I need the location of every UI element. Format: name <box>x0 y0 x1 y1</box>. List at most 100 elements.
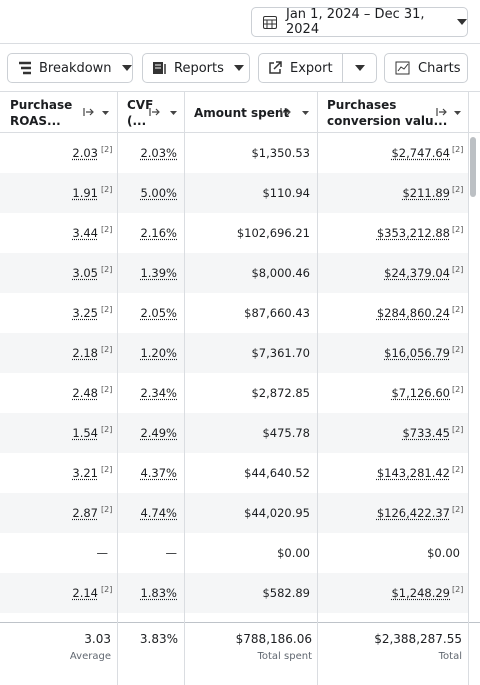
header-roas[interactable]: Purchase ROAS... <box>10 97 72 129</box>
roas-cell[interactable]: 3.25 <box>72 306 98 320</box>
roas-cell[interactable]: 3.05 <box>72 266 98 280</box>
amount-cell: $475.78 <box>262 426 310 440</box>
table-body: 2.03 [2] 2.03% $1,350.53 $2,747.64 [2] 1.91 [2]… <box>0 133 468 622</box>
footer-value-label: Total <box>438 651 462 662</box>
value-cell[interactable]: $353,212.88 <box>376 226 450 240</box>
roas-cell[interactable]: 2.03 <box>72 146 98 160</box>
table-footer <box>0 622 480 685</box>
value-cell[interactable]: $733.45 <box>402 426 450 440</box>
reports-label: Reports <box>174 60 224 76</box>
table-row <box>0 373 468 413</box>
value-cell[interactable]: $2,747.64 <box>391 146 450 160</box>
note-marker: [2] <box>452 265 464 274</box>
cvr-cell[interactable]: 4.37% <box>140 466 177 480</box>
roas-cell[interactable]: 3.21 <box>72 466 98 480</box>
note-marker: [2] <box>452 465 464 474</box>
roas-cell[interactable]: 1.91 <box>72 186 98 200</box>
value-cell[interactable]: $211.89 <box>402 186 450 200</box>
footer-roas: 3.03 <box>84 632 111 646</box>
note-marker: [2] <box>101 185 113 194</box>
cvr-cell[interactable]: 5.00% <box>140 186 177 200</box>
breakdown-button[interactable]: Breakdown <box>7 53 133 83</box>
cvr-cell[interactable]: 2.34% <box>140 386 177 400</box>
table-row <box>0 213 468 253</box>
table-row <box>0 293 468 333</box>
amount-cell: $8,000.46 <box>251 266 310 280</box>
amount-cell: $582.89 <box>262 586 310 600</box>
cvr-cell[interactable]: 2.49% <box>140 426 177 440</box>
footer-amount: $788,186.06 <box>235 632 312 646</box>
footer-value: $2,388,287.55 <box>374 632 462 646</box>
column-divider <box>184 92 185 685</box>
amount-cell: $44,020.95 <box>244 506 310 520</box>
scrollbar[interactable] <box>470 137 476 197</box>
cvr-cell[interactable]: 1.39% <box>140 266 177 280</box>
amount-cell: $87,660.43 <box>244 306 310 320</box>
note-marker: [2] <box>452 425 464 434</box>
cvr-cell[interactable]: 2.16% <box>140 226 177 240</box>
column-divider <box>317 92 318 685</box>
reports-button[interactable]: Reports <box>142 53 250 83</box>
roas-cell[interactable]: 1.54 <box>72 426 98 440</box>
header-bottom <box>0 132 480 133</box>
note-marker: [2] <box>101 305 113 314</box>
roas-cell[interactable]: 2.14 <box>72 586 98 600</box>
cvr-cell[interactable]: 4.74% <box>140 506 177 520</box>
breakdown-label: Breakdown <box>39 60 112 76</box>
cvr-cell[interactable]: 1.83% <box>140 586 177 600</box>
value-cell[interactable]: $7,126.60 <box>391 386 450 400</box>
header-value[interactable]: Purchases conversion valu... <box>327 97 447 129</box>
roas-cell[interactable]: 3.44 <box>72 226 98 240</box>
cvr-cell[interactable]: 2.03% <box>140 146 177 160</box>
note-marker: [2] <box>452 305 464 314</box>
roas-cell[interactable]: 2.87 <box>72 506 98 520</box>
table-row <box>0 133 468 173</box>
export-button[interactable]: Export <box>258 53 377 83</box>
note-marker: [2] <box>452 505 464 514</box>
note-marker: [2] <box>101 505 113 514</box>
note-marker: [2] <box>101 225 113 234</box>
note-marker: [2] <box>452 145 464 154</box>
amount-cell: $7,361.70 <box>251 346 310 360</box>
date-range-button[interactable]: Jan 1, 2024 – Dec 31, 2024 <box>251 7 468 37</box>
amount-cell: $1,350.53 <box>251 146 310 160</box>
value-cell[interactable]: $284,860.24 <box>376 306 450 320</box>
table-row <box>0 253 468 293</box>
cvr-cell[interactable]: 1.20% <box>140 346 177 360</box>
header-line: CVF <box>127 98 154 112</box>
table-row <box>0 533 468 573</box>
note-marker: [2] <box>452 345 464 354</box>
header-amount[interactable]: Amount spent <box>194 106 290 120</box>
roas-cell: — <box>96 546 109 560</box>
cvr-cell[interactable]: 2.05% <box>140 306 177 320</box>
roas-cell[interactable]: 2.18 <box>72 346 98 360</box>
note-marker: [2] <box>101 345 113 354</box>
charts-label: Charts <box>418 60 461 76</box>
footer-roas-label: Average <box>69 651 111 662</box>
amount-cell: $110.94 <box>262 186 310 200</box>
value-cell[interactable]: $1,248.29 <box>391 586 450 600</box>
header-line: Purchases <box>327 98 397 112</box>
roas-cell[interactable]: 2.48 <box>72 386 98 400</box>
table-row <box>0 573 468 613</box>
value-cell[interactable]: $16,056.79 <box>384 346 450 360</box>
amount-cell: $44,640.52 <box>244 466 310 480</box>
amount-cell: $2,872.85 <box>251 386 310 400</box>
header-line: (... <box>127 114 147 128</box>
header-line: conversion valu... <box>327 114 448 128</box>
header-line: ROAS... <box>10 114 61 128</box>
note-marker: [2] <box>452 585 464 594</box>
header-cvr[interactable]: CVF (... <box>127 97 153 129</box>
column-divider <box>468 92 469 685</box>
column-divider <box>117 92 118 685</box>
value-cell[interactable]: $126,422.37 <box>376 506 450 520</box>
header-line: Purchase <box>10 98 73 112</box>
table-row <box>0 453 468 493</box>
note-marker: [2] <box>452 385 464 394</box>
value-cell[interactable]: $143,281.42 <box>376 466 450 480</box>
note-marker: [2] <box>101 145 113 154</box>
table-row <box>0 173 468 213</box>
value-cell[interactable]: $24,379.04 <box>384 266 450 280</box>
charts-button[interactable]: Charts <box>384 53 468 83</box>
